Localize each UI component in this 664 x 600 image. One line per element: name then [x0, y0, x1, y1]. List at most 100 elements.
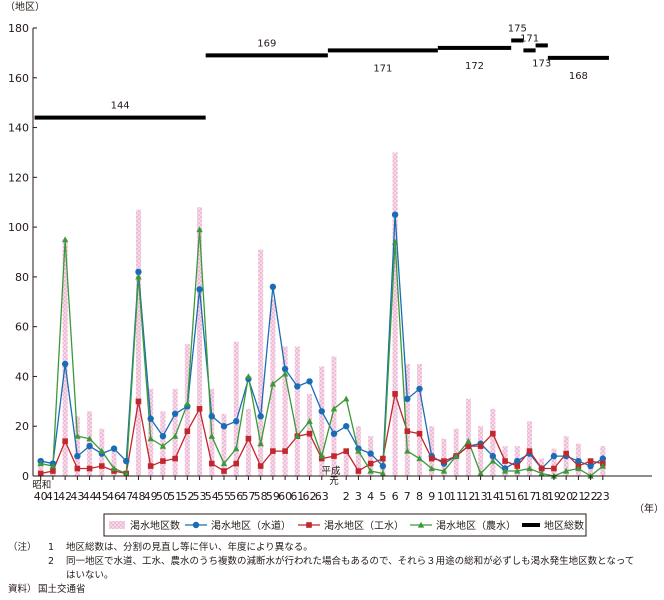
- x-tick-label: 61: [290, 490, 304, 503]
- data-point: [331, 453, 337, 459]
- x-tick-label: 2: [343, 490, 350, 503]
- x-tick-label: 49: [144, 490, 158, 503]
- x-tick-label: 55: [217, 490, 231, 503]
- source-text: 国土交通省: [38, 584, 86, 595]
- data-point: [465, 437, 472, 444]
- data-point: [281, 365, 289, 373]
- data-point: [599, 462, 607, 469]
- data-point: [171, 410, 179, 417]
- legend-entry: 渇水地区（工水）: [324, 519, 404, 532]
- x-tick-label: 46: [107, 490, 121, 503]
- data-point: [391, 211, 399, 218]
- data-point: [196, 226, 203, 233]
- data-point: [62, 438, 68, 444]
- x-tick-label: 元: [329, 476, 339, 487]
- data-point: [281, 370, 289, 377]
- legend-entry: 渇水地区（水道）: [211, 519, 291, 532]
- bar: [478, 426, 484, 476]
- y-tick-label: 100: [8, 221, 29, 234]
- data-point: [514, 467, 521, 474]
- data-point: [355, 447, 362, 454]
- data-point: [465, 443, 472, 449]
- data-point: [526, 448, 533, 454]
- data-point: [135, 273, 142, 280]
- data-point: [538, 470, 545, 477]
- x-tick-label: 42: [58, 490, 72, 503]
- x-tick-label: 22: [584, 490, 598, 503]
- bar: [319, 366, 325, 476]
- data-point: [220, 460, 228, 467]
- line-series: [37, 211, 607, 479]
- x-tick-label: 21: [571, 490, 585, 503]
- data-point: [342, 395, 350, 402]
- x-tick-label: 56: [229, 490, 243, 503]
- x-tick-label: 41: [46, 490, 60, 503]
- data-point: [37, 470, 44, 477]
- x-tick-label: 52: [180, 490, 194, 503]
- data-point: [99, 463, 105, 469]
- data-point: [257, 463, 264, 469]
- data-point: [171, 432, 179, 439]
- y-tick-label: 80: [15, 271, 29, 284]
- data-point: [477, 443, 484, 449]
- x-tick-label: 19: [547, 490, 561, 503]
- x-tick-label: 12: [461, 490, 475, 503]
- data-point: [428, 455, 435, 462]
- data-point: [208, 432, 215, 439]
- x-tick-label: 13: [474, 490, 488, 503]
- data-point: [306, 430, 313, 437]
- data-point: [391, 238, 399, 245]
- x-tick-label: 10: [437, 490, 451, 503]
- bar: [441, 438, 447, 476]
- bar: [184, 344, 190, 476]
- bar: [270, 299, 276, 476]
- x-tick-label: 20: [559, 490, 573, 503]
- district-total-bar: [205, 53, 328, 58]
- data-point: [538, 465, 545, 472]
- data-point: [416, 385, 423, 393]
- data-point: [123, 457, 130, 465]
- data-point: [404, 447, 411, 454]
- bar: [453, 428, 459, 476]
- data-point: [184, 428, 191, 434]
- bar: [331, 356, 337, 476]
- data-point: [147, 435, 154, 442]
- district-total-bar: [34, 115, 206, 120]
- x-tick-label: 40: [34, 490, 48, 503]
- data-point: [269, 283, 277, 291]
- axes: 0204060801001201401601804041424344454647…: [8, 22, 652, 503]
- data-point: [330, 430, 338, 437]
- district-total-bar: [327, 48, 438, 53]
- x-tick-label: 6: [392, 490, 399, 503]
- y-tick-label: 160: [8, 72, 29, 85]
- district-total-label: 172: [465, 61, 484, 72]
- legend: 渇水地区数 渇水地区（水道） 渇水地区（工水） 渇水地区（農水） 地区総数: [103, 513, 587, 537]
- data-point: [208, 460, 215, 467]
- data-point: [233, 460, 240, 467]
- data-point: [428, 465, 435, 472]
- bar: [258, 249, 264, 476]
- bar: [233, 341, 239, 476]
- data-point: [98, 447, 106, 454]
- era-label: 昭和: [32, 480, 51, 491]
- y-tick-label: 20: [15, 420, 29, 433]
- data-point: [282, 448, 288, 454]
- data-point: [575, 465, 582, 472]
- y-axis-label: （地区）: [5, 0, 45, 13]
- data-point: [172, 455, 178, 462]
- data-point: [526, 465, 533, 472]
- y-tick-label: 0: [22, 470, 29, 483]
- data-point: [514, 457, 521, 465]
- data-point: [416, 430, 423, 437]
- x-tick-label: 43: [70, 490, 84, 503]
- legend-marker: [417, 521, 425, 528]
- data-point: [452, 452, 460, 459]
- x-tick-label: 58: [254, 490, 268, 503]
- note-text: 同一地区で水道、工水、農水のうち複数の減断水が行われた場合もあるので、それら３用…: [66, 556, 635, 567]
- data-point: [550, 452, 558, 460]
- bar: [111, 451, 117, 476]
- x-tick-label: 59: [266, 490, 280, 503]
- data-point: [380, 455, 386, 462]
- district-total-bar: [523, 48, 536, 53]
- x-tick-label: 23: [596, 490, 610, 503]
